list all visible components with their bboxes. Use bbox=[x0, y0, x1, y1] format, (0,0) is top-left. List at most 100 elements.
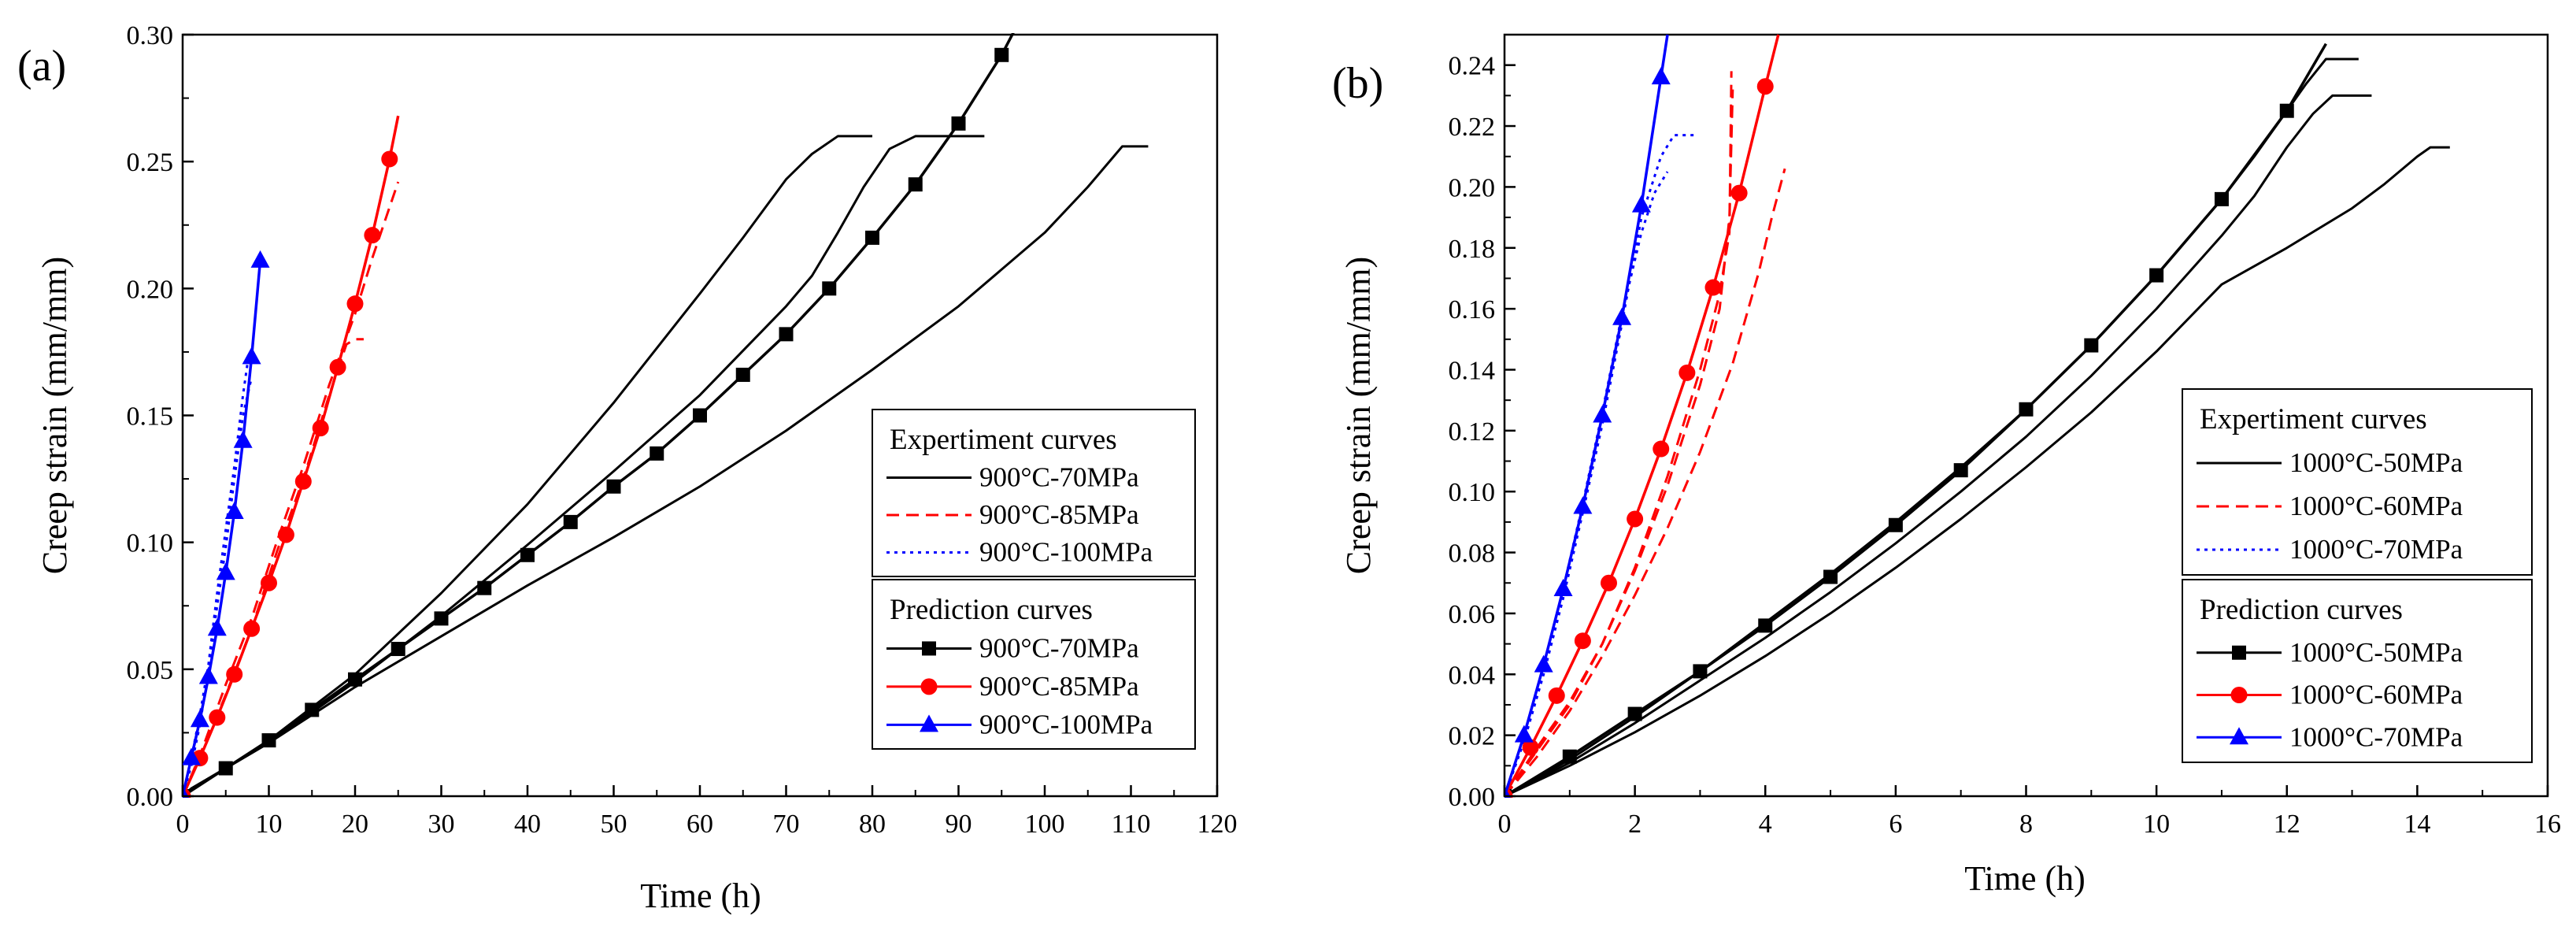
x-tick-label: 12 bbox=[2274, 810, 2300, 839]
legend-title: Prediction curves bbox=[2200, 594, 2403, 626]
y-tick-label: 0.05 bbox=[127, 656, 174, 685]
experiment-curve bbox=[1505, 171, 1669, 797]
prediction-curve bbox=[1505, 34, 1669, 797]
plot-area bbox=[1505, 34, 2450, 798]
prediction-triangle-marker bbox=[1573, 496, 1593, 514]
legend-square-marker bbox=[922, 641, 936, 656]
x-tick-label: 0 bbox=[1498, 810, 1512, 839]
x-tick-label: 20 bbox=[342, 810, 368, 839]
prediction-circle-marker bbox=[1548, 687, 1565, 704]
legend-entry-label: 900°C-100MPa bbox=[979, 537, 1153, 568]
prediction-circle-marker bbox=[277, 526, 294, 543]
experiment-curve bbox=[183, 135, 872, 798]
prediction-curve bbox=[183, 260, 262, 797]
prediction-square-marker bbox=[305, 702, 320, 717]
x-tick-label: 30 bbox=[428, 810, 455, 839]
legend-entry-label: 1000°C-70MPa bbox=[2289, 721, 2463, 752]
y-tick-label: 0.15 bbox=[127, 402, 174, 432]
prediction-triangle-marker bbox=[1651, 67, 1671, 85]
x-tick-label: 8 bbox=[2019, 810, 2033, 839]
prediction-circle-marker bbox=[1601, 574, 1617, 591]
legend-square-marker bbox=[2232, 645, 2246, 660]
prediction-square-marker bbox=[2084, 338, 2099, 353]
y-tick-label: 0.12 bbox=[1449, 417, 1496, 447]
experiment-curve bbox=[1505, 89, 1734, 797]
y-tick-label: 0.02 bbox=[1449, 722, 1496, 751]
prediction-circle-marker bbox=[209, 709, 226, 726]
legend-title: Expertiment curves bbox=[890, 424, 1117, 456]
legend-entry-label: 900°C-85MPa bbox=[979, 499, 1139, 530]
y-tick-label: 0.25 bbox=[127, 148, 174, 177]
y-tick-label: 0.24 bbox=[1449, 52, 1496, 81]
prediction-square-marker bbox=[865, 230, 879, 245]
prediction-triangle-marker bbox=[242, 347, 261, 365]
prediction-circle-marker bbox=[1653, 440, 1670, 458]
prediction-triangle-marker bbox=[216, 562, 235, 580]
prediction-triangle-marker bbox=[1514, 725, 1534, 743]
prediction-triangle-marker bbox=[1553, 578, 1573, 596]
prediction-triangle-marker bbox=[250, 250, 270, 268]
prediction-triangle-marker bbox=[1505, 786, 1512, 798]
prediction-curve bbox=[183, 115, 400, 797]
y-tick-label: 0.22 bbox=[1449, 113, 1496, 142]
prediction-circle-marker bbox=[1730, 184, 1748, 202]
prediction-square-marker bbox=[1627, 706, 1642, 721]
x-tick-label: 120 bbox=[1197, 810, 1238, 839]
y-axis-label: Creep strain (mm/mm) bbox=[35, 257, 74, 574]
prediction-circle-marker bbox=[1704, 279, 1722, 296]
prediction-square-marker bbox=[1758, 618, 1773, 633]
prediction-square-marker bbox=[1823, 569, 1838, 584]
legend-triangle-marker bbox=[920, 714, 938, 732]
experiment-curve bbox=[1505, 146, 2450, 798]
prediction-square-marker bbox=[261, 733, 276, 748]
legend-triangle-marker bbox=[2230, 727, 2248, 745]
legend-entry-label: 1000°C-70MPa bbox=[2289, 534, 2463, 565]
legend-entry-label: 1000°C-60MPa bbox=[2289, 680, 2463, 710]
prediction-circle-marker bbox=[329, 358, 346, 376]
prediction-square-marker bbox=[822, 281, 837, 296]
prediction-square-marker bbox=[1562, 749, 1577, 764]
y-tick-label: 0.00 bbox=[1449, 783, 1496, 812]
prediction-square-marker bbox=[2214, 191, 2229, 206]
prediction-circle-marker bbox=[1756, 78, 1774, 95]
prediction-square-marker bbox=[2279, 103, 2294, 118]
prediction-triangle-marker bbox=[1534, 654, 1553, 673]
x-tick-label: 10 bbox=[256, 810, 283, 839]
prediction-triangle-marker bbox=[1612, 307, 1632, 325]
x-tick-label: 110 bbox=[1112, 810, 1151, 839]
prediction-triangle-marker bbox=[207, 618, 227, 636]
prediction-circle-marker bbox=[226, 665, 243, 683]
prediction-circle-marker bbox=[1574, 632, 1591, 650]
legend-entry-label: 1000°C-50MPa bbox=[2289, 447, 2463, 478]
prediction-circle-marker bbox=[261, 574, 277, 591]
y-tick-label: 0.30 bbox=[127, 21, 174, 50]
panel-a: 0 10 20 30 40 50 60 70 80 90 100 110 120 0.00 0.05 0.10… bbox=[17, 21, 1238, 915]
x-axis-label: Time (h) bbox=[640, 877, 761, 915]
x-tick-label: 80 bbox=[859, 810, 886, 839]
y-tick-label: 0.20 bbox=[127, 275, 174, 304]
prediction-triangle-marker bbox=[183, 786, 190, 798]
legend-title: Prediction curves bbox=[890, 594, 1093, 626]
y-axis-label: Creep strain (mm/mm) bbox=[1339, 257, 1378, 574]
prediction-triangle-marker bbox=[1631, 195, 1651, 213]
prediction-square-marker bbox=[348, 672, 362, 687]
panel-label: (b) bbox=[1332, 59, 1383, 108]
prediction-circle-marker bbox=[294, 473, 312, 490]
prediction-square-marker bbox=[779, 327, 794, 342]
x-tick-label: 60 bbox=[687, 810, 713, 839]
experiment-curve bbox=[183, 181, 400, 797]
prediction-square-marker bbox=[218, 761, 233, 776]
x-tick-label: 0 bbox=[176, 810, 190, 839]
y-tick-label: 0.10 bbox=[127, 529, 174, 558]
experiment-curve bbox=[183, 145, 1149, 798]
prediction-square-marker bbox=[693, 408, 707, 423]
y-tick-label: 0.16 bbox=[1449, 295, 1496, 324]
prediction-square-marker bbox=[2149, 268, 2164, 283]
prediction-square-marker bbox=[951, 116, 966, 131]
prediction-triangle-marker bbox=[233, 430, 253, 448]
x-tick-label: 90 bbox=[946, 810, 972, 839]
y-tick-label: 0.08 bbox=[1449, 539, 1496, 569]
prediction-triangle-marker bbox=[183, 747, 201, 765]
experiment-curve bbox=[183, 338, 364, 797]
prediction-square-marker bbox=[606, 479, 621, 494]
